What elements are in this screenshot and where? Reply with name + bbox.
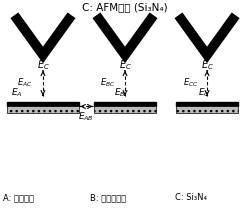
Text: $E_C$: $E_C$ [118,58,132,72]
Text: $E_{AC}$: $E_{AC}$ [16,77,32,89]
Text: C: Si₃N₄: C: Si₃N₄ [175,193,207,202]
Bar [7,106,79,113]
Text: $E_{CC}$: $E_{CC}$ [183,77,198,89]
Text: A: 無機材料: A: 無機材料 [3,193,34,202]
Text: $E_C$: $E_C$ [198,87,210,99]
Text: $E_{AB}$: $E_{AB}$ [78,110,94,123]
Bar [94,102,156,106]
Text: $E_A$: $E_A$ [11,87,23,99]
Bar [176,106,238,113]
Text: $E_C$: $E_C$ [36,58,50,72]
Text: $E_B$: $E_B$ [114,87,126,99]
Text: B: 高分子材料: B: 高分子材料 [90,193,126,202]
Text: $E_C$: $E_C$ [200,58,213,72]
Bar [7,102,79,106]
Text: C: AFM探针 (Si₃N₄): C: AFM探针 (Si₃N₄) [82,2,168,12]
Bar [94,106,156,113]
Text: $E_{BC}$: $E_{BC}$ [100,77,115,89]
Bar [176,102,238,106]
